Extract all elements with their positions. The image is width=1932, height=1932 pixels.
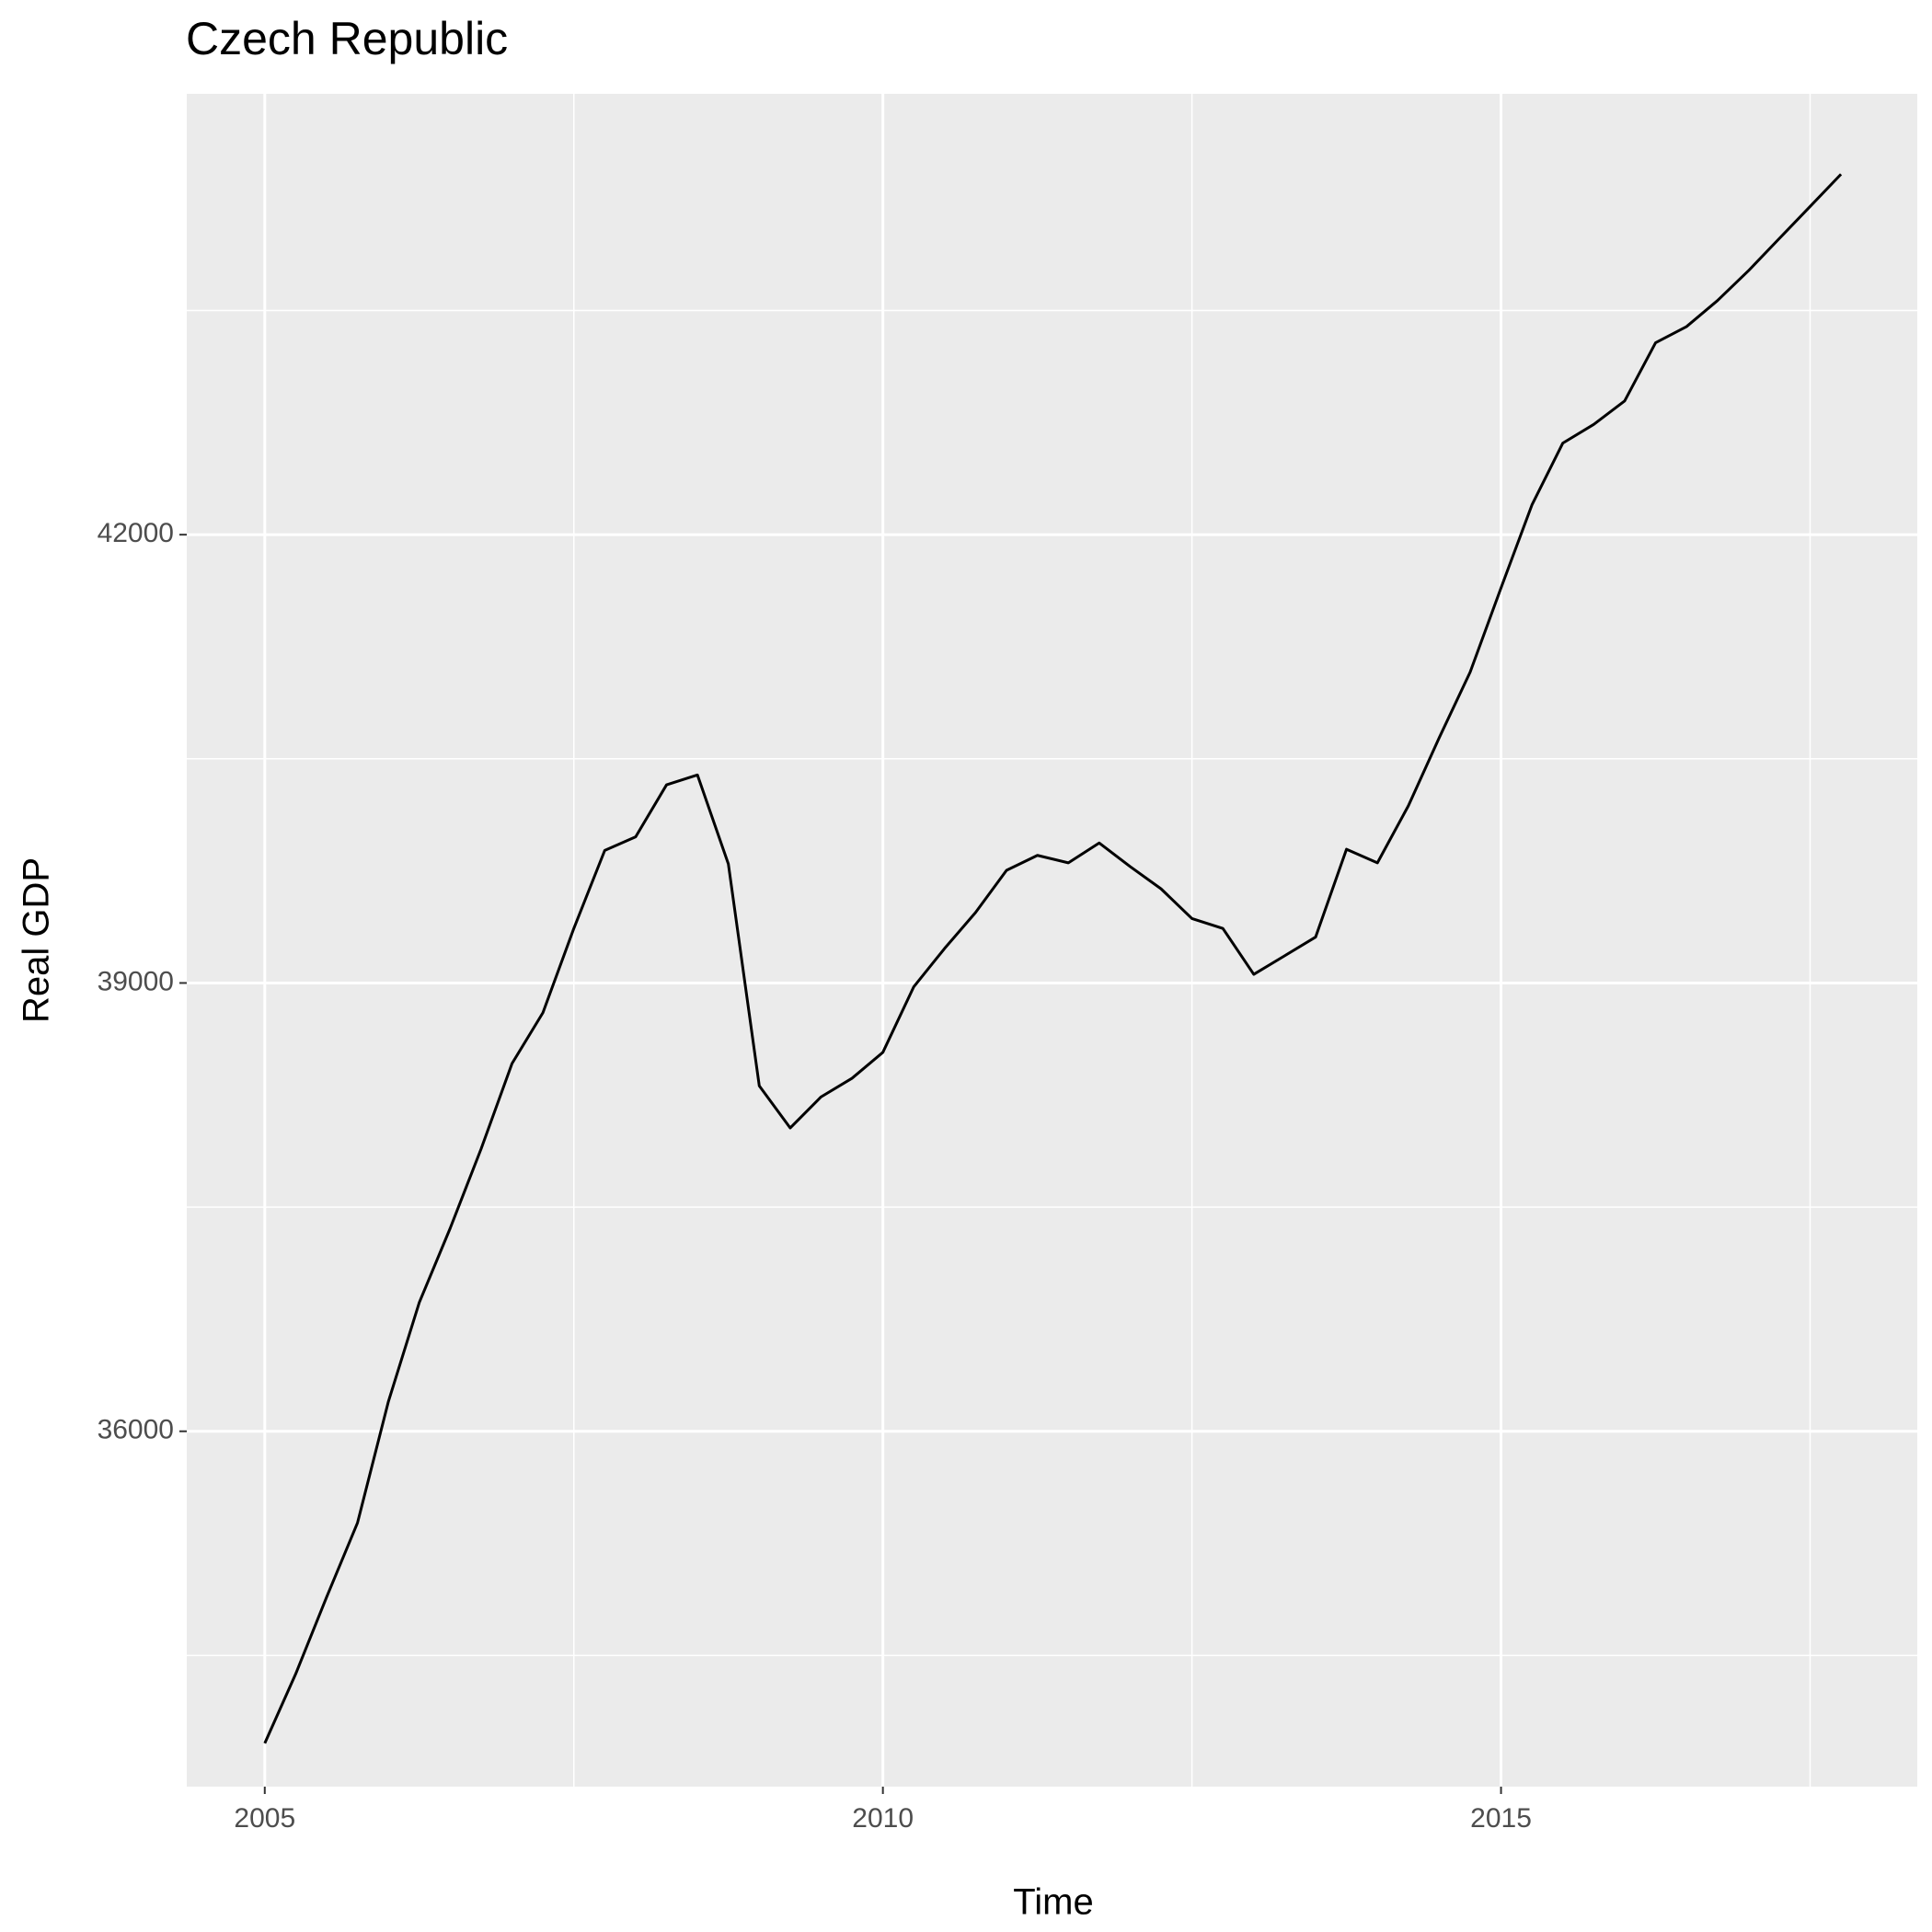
y-tick-label: 39000 [98,966,174,996]
y-tick-label: 42000 [98,518,174,548]
x-tick-label: 2015 [1470,1803,1532,1834]
y-tick-label: 36000 [98,1415,174,1445]
y-axis-title: Real GDP [17,857,57,1023]
x-tick-label: 2010 [852,1803,914,1834]
x-axis-title: Time [1013,1882,1093,1923]
x-tick-label: 2005 [234,1803,295,1834]
chart-title: Czech Republic [186,13,508,64]
plot-panel [187,94,1917,1787]
line [263,173,1843,1744]
